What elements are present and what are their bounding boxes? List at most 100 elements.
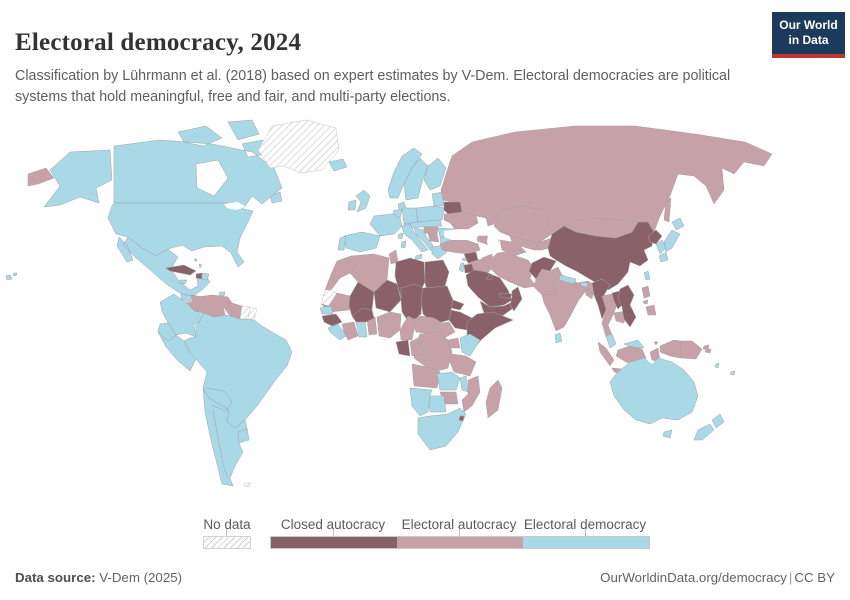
page-subtitle: Classification by Lührmann et al. (2018)… — [15, 68, 731, 106]
country-france[interactable] — [369, 213, 403, 237]
country-usa[interactable] — [5, 149, 254, 281]
country-botswana[interactable] — [427, 395, 447, 413]
license-link[interactable]: CC BY — [794, 570, 835, 585]
legend-tick — [585, 529, 586, 536]
country-sudan[interactable] — [420, 285, 454, 325]
country-serbia[interactable] — [427, 232, 440, 243]
legend-label-electoral-autocracy: Electoral autocracy — [401, 517, 517, 532]
country-guinea[interactable] — [321, 313, 343, 327]
country-eritrea[interactable] — [450, 299, 465, 311]
country-solomon-islands[interactable] — [704, 348, 712, 354]
country-guatemala[interactable] — [180, 293, 194, 303]
country-oman[interactable] — [509, 286, 523, 312]
legend-label-electoral-democracy: Electoral democracy — [523, 517, 647, 532]
country-kazakhstan[interactable] — [493, 205, 553, 243]
country-nigeria[interactable] — [376, 311, 402, 339]
country-norway[interactable] — [387, 147, 423, 199]
country-namibia[interactable] — [409, 387, 433, 417]
legend-segment-closed-autocracy[interactable] — [271, 537, 397, 548]
country-cuba[interactable] — [165, 264, 197, 276]
legend-tick — [333, 529, 334, 536]
country-eswatini[interactable] — [458, 415, 465, 422]
legend-no-data-label: No data — [203, 517, 251, 532]
country-sri-lanka[interactable] — [554, 332, 563, 344]
country-senegal[interactable] — [319, 305, 334, 315]
owid-logo-line1: Our World — [779, 18, 838, 32]
country-uganda[interactable] — [447, 337, 461, 349]
country-italy[interactable] — [397, 223, 429, 260]
country-madagascar[interactable] — [485, 379, 503, 419]
country-malawi[interactable] — [459, 375, 469, 393]
country-congo[interactable] — [409, 337, 425, 357]
country-kenya[interactable] — [459, 333, 481, 357]
legend-tick — [459, 529, 460, 536]
country-australia[interactable] — [609, 357, 699, 439]
country-bahamas[interactable] — [193, 258, 203, 269]
owid-logo[interactable]: Our World in Data — [772, 12, 845, 58]
legend-no-data-swatch[interactable] — [203, 536, 251, 549]
owid-url-link[interactable]: OurWorldinData.org/democracy — [600, 570, 787, 585]
country-ivory-coast[interactable] — [341, 321, 359, 341]
legend-color-bar — [270, 536, 650, 549]
world-choropleth-map — [5, 119, 773, 488]
country-taiwan[interactable] — [643, 270, 651, 281]
country-israel[interactable] — [458, 262, 465, 273]
country-fiji[interactable] — [729, 370, 736, 376]
page-title: Electoral democracy, 2024 — [15, 28, 302, 56]
country-germany[interactable] — [401, 207, 419, 225]
country-mozambique[interactable] — [461, 375, 481, 413]
country-turkmenistan[interactable] — [499, 239, 527, 257]
country-iceland[interactable] — [328, 158, 348, 172]
country-spain[interactable] — [343, 231, 381, 253]
legend-tick — [226, 529, 227, 536]
data-source-label: Data source: — [15, 570, 96, 585]
country-russia[interactable] — [27, 125, 773, 235]
footer-separator: | — [788, 570, 793, 585]
legend-segment-electoral-democracy[interactable] — [523, 537, 649, 548]
black-sea — [444, 229, 476, 240]
country-brazil[interactable] — [183, 312, 293, 429]
country-iran[interactable] — [481, 251, 537, 289]
country-south-africa[interactable] — [417, 407, 467, 451]
footer: Data source: V-Dem (2025) OurWorldinData… — [15, 570, 835, 585]
country-vanuatu[interactable] — [714, 362, 720, 369]
country-vietnam[interactable] — [617, 284, 637, 328]
country-trinidad-tobago[interactable] — [218, 291, 226, 297]
country-ukraine[interactable] — [443, 211, 479, 230]
legend-segment-electoral-autocracy[interactable] — [397, 537, 523, 548]
legend-label-closed-autocracy: Closed autocracy — [280, 517, 386, 532]
country-gabon[interactable] — [395, 339, 411, 357]
country-japan[interactable] — [658, 217, 685, 263]
country-new-zealand[interactable] — [693, 413, 725, 441]
data-source: Data source: V-Dem (2025) — [15, 570, 182, 585]
country-sweden[interactable] — [403, 157, 429, 201]
country-cameroon[interactable] — [399, 315, 417, 341]
country-bhutan[interactable] — [580, 281, 589, 288]
country-mongolia[interactable] — [563, 217, 639, 239]
country-greenland[interactable] — [257, 119, 340, 174]
country-ireland[interactable] — [347, 199, 357, 211]
country-jamaica[interactable] — [178, 279, 188, 285]
country-zambia[interactable] — [436, 371, 461, 391]
country-group-sierra-leone-liberia[interactable] — [327, 323, 347, 341]
country-malaysia[interactable] — [605, 333, 645, 349]
country-bangladesh[interactable] — [585, 288, 595, 300]
territory-falkland-islands[interactable] — [243, 482, 252, 488]
country-north-korea[interactable] — [647, 229, 663, 245]
country-nepal[interactable] — [558, 274, 577, 285]
country-group-gulf-states[interactable] — [486, 274, 513, 300]
country-papua-new-guinea[interactable] — [680, 340, 710, 360]
country-finland[interactable] — [423, 157, 447, 191]
country-canada[interactable] — [113, 119, 283, 209]
country-haiti[interactable] — [195, 272, 203, 280]
country-hungary[interactable] — [423, 226, 439, 235]
country-tanzania[interactable] — [449, 353, 477, 377]
country-poland[interactable] — [415, 205, 445, 223]
country-united-kingdom[interactable] — [355, 189, 371, 213]
country-philippines[interactable] — [641, 285, 657, 316]
country-dominican-republic[interactable] — [201, 272, 210, 281]
caspian-sea — [487, 228, 500, 257]
country-portugal[interactable] — [337, 235, 347, 251]
data-source-value: V-Dem (2025) — [99, 570, 183, 585]
country-burkina-faso[interactable] — [351, 307, 375, 323]
